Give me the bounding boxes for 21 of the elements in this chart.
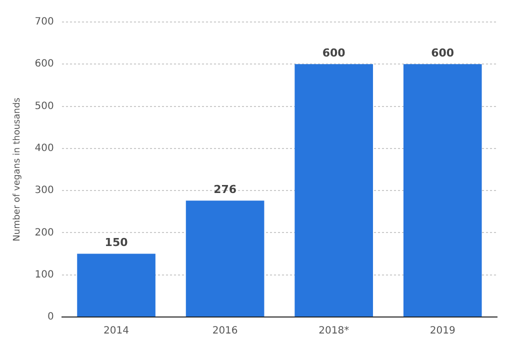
y-axis-title: Number of vegans in thousands: [12, 97, 23, 242]
x-tick-label: 2018*: [318, 326, 350, 337]
x-tick-label: 2014: [104, 326, 130, 337]
y-tick-label: 400: [34, 143, 54, 154]
y-tick-label: 0: [48, 312, 54, 323]
data-label: 600: [431, 46, 454, 60]
y-tick-label: 300: [34, 185, 54, 196]
data-label: 276: [214, 183, 237, 196]
bar: [403, 64, 482, 316]
y-tick-label: 500: [34, 100, 54, 112]
data-label: 600: [322, 46, 346, 60]
y-tick-label: 100: [34, 269, 54, 280]
x-tick-label: 2019: [430, 326, 456, 337]
data-label: 150: [104, 236, 128, 250]
y-tick-label: 700: [34, 16, 54, 28]
y-tick-label: 600: [34, 58, 54, 70]
y-tick-label: 200: [34, 227, 54, 238]
x-tick-label: 2016: [212, 326, 238, 337]
bar: [186, 200, 264, 316]
bar: [77, 254, 156, 316]
bar: [294, 64, 373, 316]
